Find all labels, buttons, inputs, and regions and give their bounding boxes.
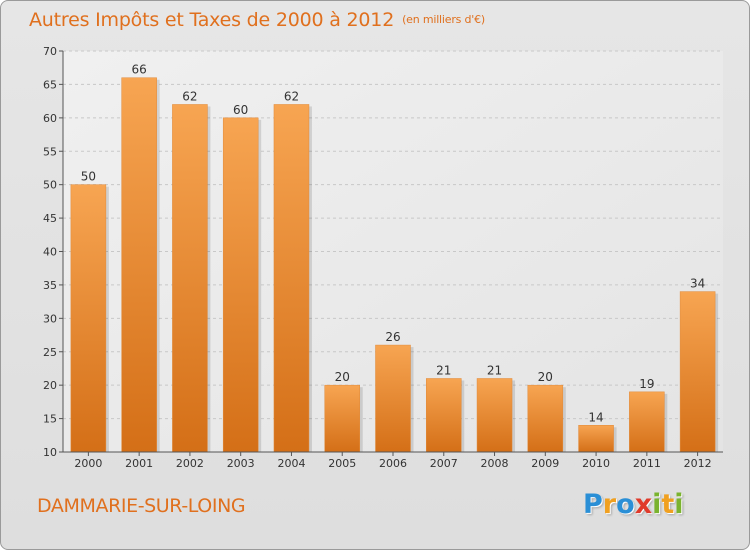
logo-letter-i1: i (652, 489, 662, 520)
x-tick-label: 2000 (74, 457, 102, 470)
y-tick-label: 20 (43, 379, 57, 392)
y-tick-label: 55 (43, 145, 57, 158)
bar (629, 391, 665, 453)
logo-letter-o: o (616, 489, 635, 520)
logo-letter-i2: i (674, 489, 684, 520)
bar (578, 425, 614, 453)
bar (476, 378, 513, 453)
bar-value-label: 21 (487, 363, 502, 377)
bar (70, 184, 107, 453)
bar (121, 77, 157, 453)
town-name: DAMMARIE-SUR-LOING (37, 495, 246, 517)
y-tick-label: 30 (43, 312, 57, 325)
y-tick-label: 65 (43, 78, 57, 91)
x-tick-label: 2002 (176, 457, 204, 470)
x-tick-label: 2005 (328, 457, 356, 470)
bar-value-label: 26 (385, 330, 400, 344)
x-tick-label: 2004 (277, 457, 305, 470)
x-tick-label: 2008 (481, 457, 509, 470)
bar-value-label: 19 (639, 377, 654, 391)
bar (324, 384, 360, 453)
bar-value-label: 14 (588, 410, 603, 424)
bar-value-label: 62 (182, 89, 197, 103)
x-tick-label: 2012 (684, 457, 712, 470)
bar (679, 291, 716, 453)
bar-value-label: 20 (335, 370, 350, 384)
x-tick-label: 2007 (430, 457, 458, 470)
bar (222, 117, 259, 453)
logo-letter-x: x (634, 489, 653, 520)
bar (375, 344, 411, 453)
y-tick-label: 10 (43, 446, 57, 459)
y-tick-label: 35 (43, 279, 57, 292)
bar-value-label: 60 (233, 103, 248, 117)
y-tick-label: 25 (43, 346, 57, 359)
bar (273, 104, 310, 453)
x-tick-label: 2010 (582, 457, 610, 470)
y-tick-label: 15 (43, 413, 57, 426)
bar-value-label: 50 (81, 170, 96, 184)
x-tick-label: 2009 (531, 457, 559, 470)
bar-value-label: 21 (436, 363, 451, 377)
y-tick-label: 60 (43, 112, 57, 125)
y-tick-label: 45 (43, 212, 57, 225)
chart-title-main: Autres Impôts et Taxes de 2000 à 2012 (29, 9, 395, 31)
bar-value-label: 66 (132, 63, 147, 77)
bar-value-label: 34 (690, 277, 705, 291)
x-tick-label: 2001 (125, 457, 153, 470)
y-tick-label: 40 (43, 246, 57, 259)
logo-letter-p: P (583, 489, 603, 520)
logo-letter-r: r (602, 489, 617, 520)
logo-letter-t: t (661, 489, 675, 520)
bar-value-label: 20 (538, 370, 553, 384)
chart-title: Autres Impôts et Taxes de 2000 à 2012 (en… (29, 9, 485, 31)
x-tick-label: 2011 (633, 457, 661, 470)
y-tick-label: 50 (43, 179, 57, 192)
y-tick-label: 70 (43, 45, 57, 58)
x-tick-label: 2006 (379, 457, 407, 470)
bar (426, 378, 462, 453)
bar (527, 384, 564, 453)
proxiti-logo: Proxiti (583, 489, 684, 520)
x-tick-label: 2003 (227, 457, 255, 470)
chart-subtitle: (en milliers d'€) (402, 13, 485, 26)
bar-value-label: 62 (284, 89, 299, 103)
bar (172, 104, 208, 453)
